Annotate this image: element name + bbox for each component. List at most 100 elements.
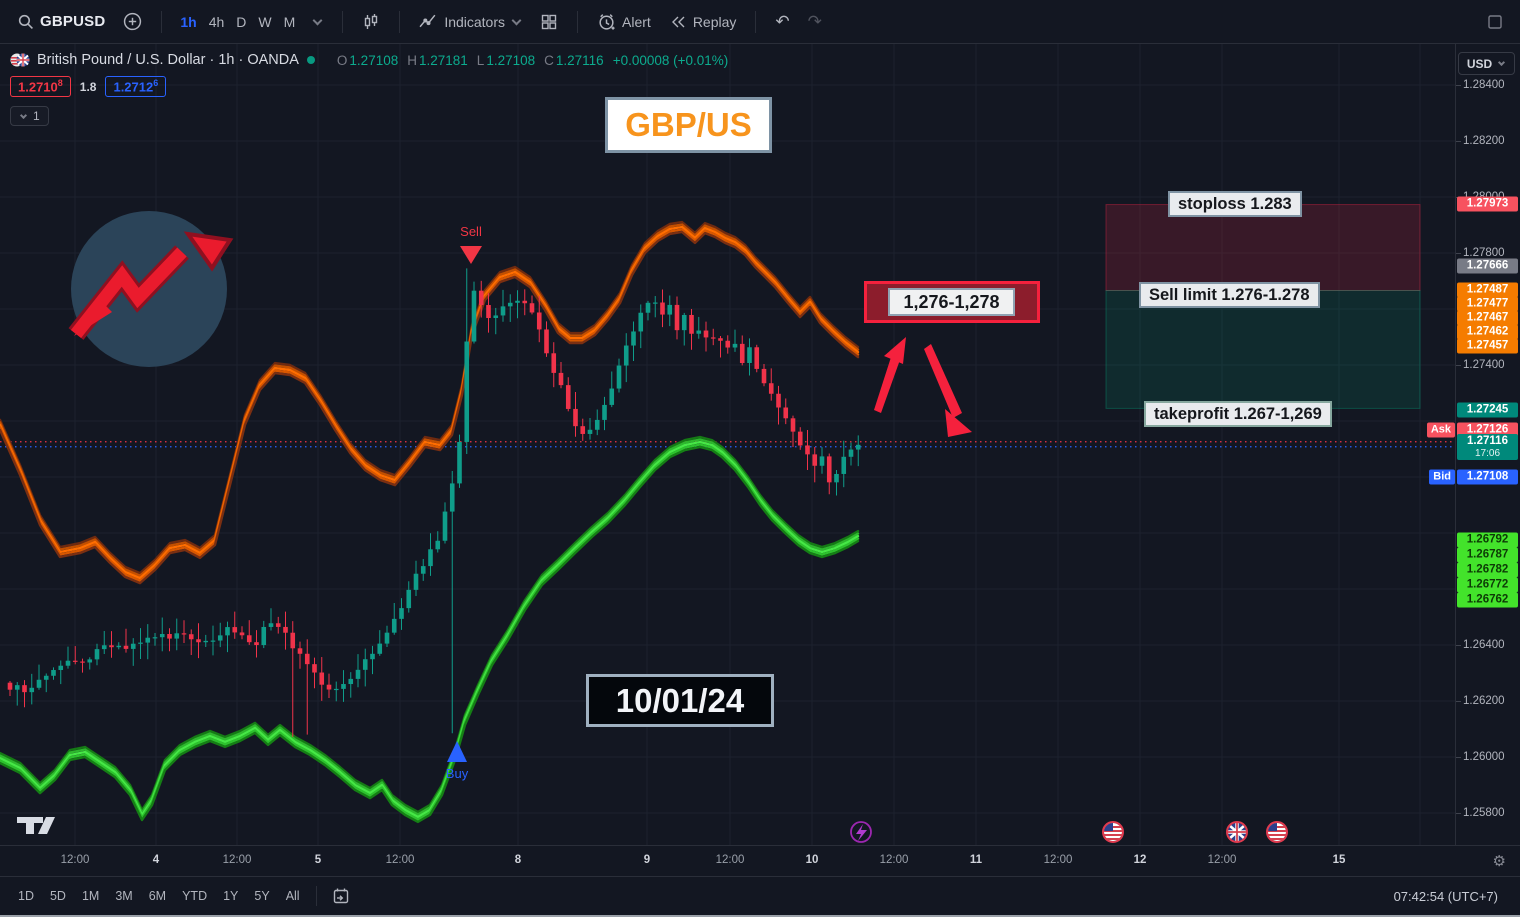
- timeframe-button-M[interactable]: M: [278, 10, 302, 34]
- grid-layout-icon: [541, 14, 557, 29]
- chevron-down-icon: [312, 15, 323, 25]
- price-range-text: 1,276-1,278: [903, 291, 1000, 312]
- sell-marker-icon[interactable]: [460, 246, 482, 264]
- top-toolbar: GBPUSD 1h 4h D W M Indicators Alert Replay: [0, 0, 1520, 44]
- symbol-name: GBPUSD: [40, 13, 106, 30]
- takeprofit-label[interactable]: takeprofit 1.267-1,269: [1144, 401, 1332, 427]
- currency-dropdown[interactable]: USD: [1458, 52, 1515, 75]
- ask-quote-button[interactable]: 1.27126: [105, 76, 167, 98]
- go-to-date-button[interactable]: [325, 883, 357, 909]
- toolbar-divider: [342, 10, 344, 33]
- price-axis[interactable]: USD 1.284001.282001.280001.278001.274001…: [1426, 44, 1520, 845]
- lower-band-ribbon: [0, 435, 860, 824]
- toolbar-divider: [755, 10, 757, 33]
- event-icons: [850, 821, 872, 843]
- session-clock[interactable]: 07:42:54 (UTC+7): [1393, 888, 1498, 904]
- range-button-1m[interactable]: 1M: [74, 886, 107, 906]
- range-button-5d[interactable]: 5D: [42, 886, 74, 906]
- candles: [7, 268, 861, 737]
- price-tick-label: 1.27800: [1463, 247, 1505, 259]
- timeframe-menu-button[interactable]: [305, 15, 330, 28]
- price-tick-dash: [1456, 85, 1461, 86]
- replay-button[interactable]: Replay: [662, 10, 744, 34]
- compare-add-button[interactable]: [116, 8, 149, 35]
- tradingview-logo[interactable]: [17, 817, 55, 834]
- replay-label: Replay: [692, 13, 737, 30]
- time-axis[interactable]: ⚙ 12:00 4 12:00 5 12:00 8 9 12:00 10 12:00 11 12:00…: [0, 845, 1520, 876]
- timeframe-button-W[interactable]: W: [252, 10, 277, 34]
- price-tick-dash: [1456, 365, 1461, 366]
- price-range-text-box[interactable]: 1,276-1,278: [888, 288, 1015, 316]
- price-tick-label: 1.25800: [1463, 807, 1505, 819]
- lightning-event-icon[interactable]: [850, 821, 872, 843]
- stoploss-zone[interactable]: [1105, 204, 1421, 292]
- uk-flag-event-icon[interactable]: [1226, 821, 1248, 843]
- indicators-icon: [419, 14, 436, 28]
- redo-button[interactable]: ↷: [801, 8, 829, 36]
- timeframe-button-4h[interactable]: 4h: [203, 10, 231, 34]
- timeframe-button-1h[interactable]: 1h: [174, 10, 202, 34]
- alert-label: Alert: [622, 13, 651, 30]
- stoploss-label[interactable]: stoploss 1.283: [1168, 191, 1302, 217]
- sell-limit-label[interactable]: Sell limit 1.276-1.278: [1139, 282, 1320, 308]
- symbol-search-button[interactable]: GBPUSD: [10, 9, 112, 34]
- trend-arrow-logo: [68, 211, 234, 367]
- search-icon: [18, 14, 33, 29]
- replay-rewind-icon: [671, 16, 685, 27]
- price-axis-badge: 1.26762: [1457, 592, 1518, 608]
- range-button-3m[interactable]: 3M: [107, 886, 140, 906]
- buy-marker-icon[interactable]: [447, 741, 467, 762]
- pair-title-callout[interactable]: GBP/US: [605, 97, 772, 153]
- spread-value: 1.8: [79, 79, 97, 94]
- range-button-1y[interactable]: 1Y: [215, 886, 246, 906]
- ask-tag: Ask: [1426, 422, 1455, 438]
- fullscreen-button[interactable]: [1480, 10, 1510, 34]
- takeprofit-zone[interactable]: [1105, 290, 1421, 409]
- range-button-ytd[interactable]: YTD: [174, 886, 215, 906]
- range-button-6m[interactable]: 6M: [141, 886, 174, 906]
- upper-band-ribbon: [0, 220, 860, 585]
- price-axis-badge: 1.26772: [1457, 577, 1518, 593]
- time-tick-label: 12:00: [222, 854, 252, 866]
- layout-grid-button[interactable]: [533, 9, 565, 35]
- us-flag-event-icon[interactable]: [1266, 821, 1288, 843]
- price-axis-badge: 1.27457: [1457, 338, 1518, 354]
- chart-legend: British Pound / U.S. Dollar · 1h · OANDA…: [10, 52, 729, 127]
- bid-quote-button[interactable]: 1.27108: [10, 76, 71, 98]
- window-edge-strip: [0, 915, 1520, 917]
- time-tick-label: 12:00: [60, 854, 90, 866]
- indicators-button[interactable]: Indicators: [412, 9, 529, 34]
- price-tick-dash: [1456, 645, 1461, 646]
- collapse-count: 1: [33, 109, 40, 124]
- timeframe-button-D[interactable]: D: [230, 10, 252, 34]
- trend-arrows[interactable]: [874, 337, 972, 437]
- symbol-title[interactable]: British Pound / U.S. Dollar · 1h · OANDA: [37, 52, 299, 68]
- undo-button[interactable]: ↶: [768, 8, 796, 36]
- change-value: +0.00008 (+0.01%): [612, 52, 729, 68]
- gear-icon[interactable]: ⚙: [1492, 852, 1506, 870]
- date-callout[interactable]: 10/01/24: [586, 674, 774, 727]
- price-tick-dash: [1456, 141, 1461, 142]
- alert-button[interactable]: Alert: [590, 8, 658, 35]
- us-flag-event-icon[interactable]: [1102, 821, 1124, 843]
- timeframe-group: 1h 4h D W M: [174, 10, 301, 34]
- toolbar-divider: [577, 10, 579, 33]
- indicators-label: Indicators: [444, 13, 506, 30]
- price-axis-badge: 1.27245: [1457, 402, 1518, 418]
- toolbar-divider: [315, 886, 317, 906]
- time-tick-label: 5: [314, 854, 322, 866]
- object-tree-collapse-button[interactable]: 1: [10, 106, 49, 127]
- buy-marker-label: Buy: [445, 766, 469, 781]
- time-tick-label: 12: [1133, 854, 1147, 866]
- price-axis-badge: 1.27973: [1457, 196, 1518, 212]
- range-button-all[interactable]: All: [278, 886, 308, 906]
- range-button-5y[interactable]: 5Y: [246, 886, 277, 906]
- price-tick-dash: [1456, 813, 1461, 814]
- time-tick-label: 8: [514, 854, 522, 866]
- candlestick-icon: [365, 13, 378, 29]
- time-tick-label: 12:00: [1207, 854, 1237, 866]
- plus-circle-icon: [124, 12, 142, 31]
- price-axis-badge: 1.26792: [1457, 532, 1518, 548]
- chart-style-button[interactable]: [355, 9, 387, 35]
- range-button-1d[interactable]: 1D: [10, 886, 42, 906]
